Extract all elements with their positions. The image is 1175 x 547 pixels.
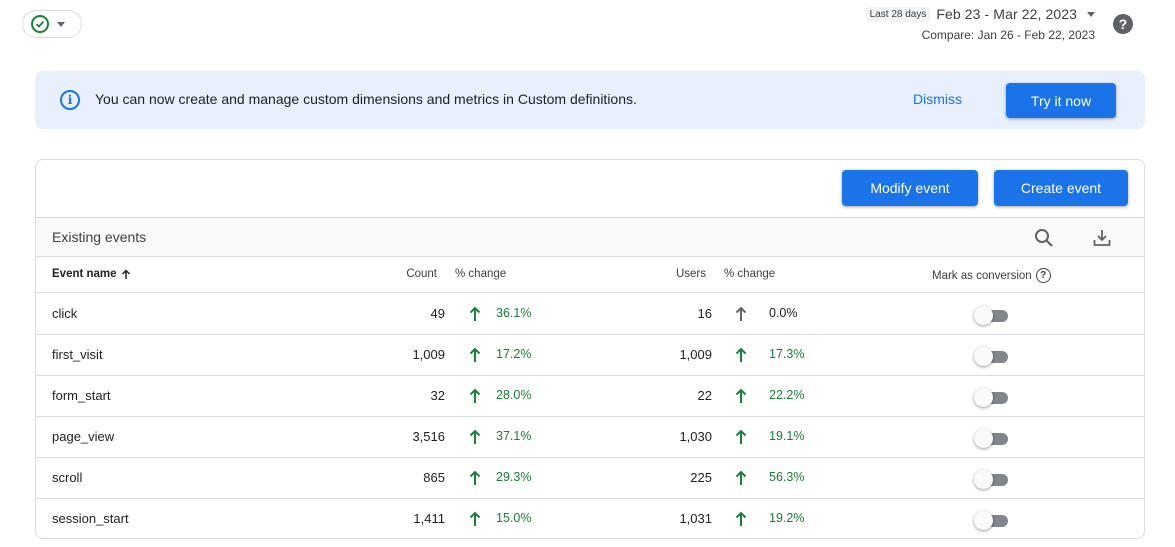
table-header: Event name Count % change Users % change… bbox=[36, 257, 1144, 293]
users-change-cell: 17.3% bbox=[769, 347, 805, 361]
users-change-cell: 22.2% bbox=[769, 388, 805, 402]
arrow-up-icon bbox=[734, 469, 748, 490]
count-change-cell: 28.0% bbox=[496, 388, 532, 402]
arrow-up-icon bbox=[468, 469, 482, 490]
users-cell: 22 bbox=[697, 388, 712, 403]
count-change-cell: 15.0% bbox=[496, 511, 532, 525]
arrow-up-icon bbox=[468, 346, 482, 367]
users-cell: 1,009 bbox=[679, 347, 712, 362]
help-icon[interactable]: ? bbox=[1113, 14, 1133, 34]
compare-range-label: Compare: Jan 26 - Feb 22, 2023 bbox=[921, 28, 1095, 42]
count-header[interactable]: Count bbox=[406, 268, 437, 280]
users-change-cell: 19.2% bbox=[769, 511, 805, 525]
modify-event-button[interactable]: Modify event bbox=[842, 170, 978, 206]
arrow-up-icon bbox=[734, 346, 748, 367]
arrow-up-icon bbox=[734, 510, 748, 531]
try-it-now-button[interactable]: Try it now bbox=[1006, 83, 1116, 118]
users-cell: 225 bbox=[690, 470, 712, 485]
date-range-selector[interactable]: Last 28 days Feb 23 - Mar 22, 2023 Compa… bbox=[865, 6, 1095, 42]
users-change-cell: 0.0% bbox=[769, 306, 798, 320]
users-change-header[interactable]: % change bbox=[724, 268, 776, 280]
date-range-label: Feb 23 - Mar 22, 2023 bbox=[936, 6, 1077, 22]
count-change-cell: 36.1% bbox=[496, 306, 532, 320]
sort-ascending-icon bbox=[121, 268, 130, 279]
count-change-cell: 17.2% bbox=[496, 347, 532, 361]
arrow-up-icon bbox=[734, 428, 748, 449]
count-cell: 865 bbox=[423, 470, 445, 485]
event-name-cell[interactable]: session_start bbox=[52, 511, 129, 526]
conversion-toggle[interactable] bbox=[974, 511, 1008, 530]
users-change-cell: 56.3% bbox=[769, 470, 805, 484]
chevron-down-icon bbox=[1087, 11, 1095, 17]
banner-message: You can now create and manage custom dim… bbox=[95, 91, 637, 107]
users-change-cell: 19.1% bbox=[769, 429, 805, 443]
events-card: Modify event Create event Existing event… bbox=[35, 159, 1145, 539]
arrow-up-icon bbox=[468, 428, 482, 449]
table-row: first_visit 1,009 17.2% 1,009 17.3% bbox=[36, 335, 1144, 376]
count-cell: 32 bbox=[430, 388, 445, 403]
event-name-cell[interactable]: page_view bbox=[52, 429, 115, 444]
event-name-cell[interactable]: click bbox=[52, 306, 78, 321]
arrow-up-icon bbox=[734, 305, 748, 326]
event-name-cell[interactable]: scroll bbox=[52, 470, 83, 485]
check-circle-icon bbox=[31, 15, 49, 33]
count-cell: 3,516 bbox=[412, 429, 445, 444]
count-cell: 49 bbox=[430, 306, 445, 321]
create-event-button[interactable]: Create event bbox=[994, 170, 1128, 206]
info-icon: i bbox=[60, 90, 80, 110]
table-row: page_view 3,516 37.1% 1,030 19.1% bbox=[36, 417, 1144, 458]
table-toolbar: Existing events bbox=[36, 217, 1144, 257]
table-row: click 49 36.1% 16 0.0% bbox=[36, 294, 1144, 335]
info-banner: i You can now create and manage custom d… bbox=[35, 71, 1145, 129]
users-cell: 16 bbox=[697, 306, 712, 321]
conversion-toggle[interactable] bbox=[974, 429, 1008, 448]
arrow-up-icon bbox=[468, 305, 482, 326]
table-row: form_start 32 28.0% 22 22.2% bbox=[36, 376, 1144, 417]
users-cell: 1,031 bbox=[679, 511, 712, 526]
section-title: Existing events bbox=[52, 229, 147, 245]
help-icon[interactable]: ? bbox=[1035, 268, 1051, 283]
count-cell: 1,009 bbox=[412, 347, 445, 362]
dismiss-button[interactable]: Dismiss bbox=[913, 91, 962, 107]
chevron-down-icon bbox=[57, 21, 65, 27]
arrow-up-icon bbox=[734, 387, 748, 408]
count-change-cell: 29.3% bbox=[496, 470, 532, 484]
users-header[interactable]: Users bbox=[675, 268, 706, 280]
count-change-header[interactable]: % change bbox=[455, 268, 507, 280]
download-icon[interactable] bbox=[1091, 227, 1113, 249]
arrow-up-icon bbox=[468, 510, 482, 531]
conversion-header-label: Mark as conversion bbox=[932, 269, 1032, 282]
event-name-header[interactable]: Event name bbox=[52, 268, 131, 280]
conversion-header: Mark as conversion ? bbox=[932, 268, 1051, 283]
conversion-toggle[interactable] bbox=[974, 388, 1008, 407]
users-cell: 1,030 bbox=[679, 429, 712, 444]
date-preset-chip: Last 28 days bbox=[865, 6, 931, 22]
property-status-selector[interactable] bbox=[22, 10, 82, 38]
arrow-up-icon bbox=[468, 387, 482, 408]
conversion-toggle[interactable] bbox=[974, 470, 1008, 489]
count-cell: 1,411 bbox=[413, 511, 445, 526]
table-row: session_start 1,411 15.0% 1,031 19.2% bbox=[36, 499, 1144, 538]
event-name-cell[interactable]: form_start bbox=[52, 388, 111, 403]
count-change-cell: 37.1% bbox=[496, 429, 532, 443]
table-row: scroll 865 29.3% 225 56.3% bbox=[36, 458, 1144, 499]
conversion-toggle[interactable] bbox=[974, 306, 1008, 325]
event-name-header-label: Event name bbox=[52, 268, 117, 280]
event-name-cell[interactable]: first_visit bbox=[52, 347, 103, 362]
conversion-toggle[interactable] bbox=[974, 347, 1008, 366]
search-icon[interactable] bbox=[1033, 227, 1055, 249]
